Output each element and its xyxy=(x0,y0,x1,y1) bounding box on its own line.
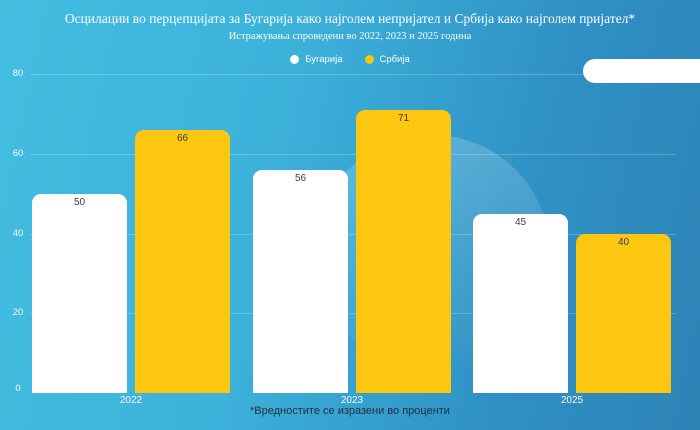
bar-value-label: 40 xyxy=(617,236,630,248)
y-axis-label-40: 40 xyxy=(12,227,24,239)
bar-value-label: 50 xyxy=(73,196,86,208)
bar-Бугарија-2022: 50 xyxy=(32,193,127,393)
bar-Бугарија-2023: 56 xyxy=(253,169,348,393)
legend-swatch-icon xyxy=(290,55,300,64)
bar-group-2025: 45 40 xyxy=(473,213,671,393)
bar-Србија-2022: 66 xyxy=(135,129,230,393)
legend: Бугарија Србија xyxy=(0,54,700,65)
chart-subtitle: Истражувања спроведени во 2022, 2023 и 2… xyxy=(228,31,472,42)
bar-group-2022: 50 66 xyxy=(32,129,230,393)
plot-area: 50 66 56 71 45 40 xyxy=(30,74,676,393)
legend-label: Бугарија xyxy=(305,54,343,65)
legend-swatch-icon xyxy=(364,55,374,64)
bar-value-label: 71 xyxy=(397,112,410,124)
footnote: *Вредностите се изразени во проценти xyxy=(250,405,450,417)
bar-Србија-2023: 71 xyxy=(356,109,451,393)
y-axis-label-0: 0 xyxy=(15,383,21,394)
decorative-pill xyxy=(583,59,700,83)
x-axis-label-2025: 2025 xyxy=(560,395,584,406)
y-axis-label-60: 60 xyxy=(12,147,24,159)
bar-value-label: 45 xyxy=(514,216,527,228)
chart-title: Осцилации во перцепцијата за Бугарија ка… xyxy=(64,11,636,26)
bar-value-label: 66 xyxy=(176,132,189,144)
gridline-80 xyxy=(30,74,676,75)
x-axis-label-2023: 2023 xyxy=(340,395,364,406)
y-axis-label-20: 20 xyxy=(12,307,24,319)
x-axis-label-2022: 2022 xyxy=(119,395,143,406)
bar-Србија-2025: 40 xyxy=(576,233,671,393)
legend-item-Србија: Србија xyxy=(364,54,410,65)
bar-group-2023: 56 71 xyxy=(253,109,451,393)
legend-item-Бугарија: Бугарија xyxy=(290,54,343,65)
legend-label: Србија xyxy=(379,54,410,65)
gridline-40 xyxy=(30,233,676,235)
gridline-60 xyxy=(30,153,676,155)
bar-Бугарија-2025: 45 xyxy=(473,213,568,393)
gridline-20 xyxy=(30,313,676,315)
bar-value-label: 56 xyxy=(294,172,307,184)
y-axis-label-80: 80 xyxy=(12,68,24,79)
